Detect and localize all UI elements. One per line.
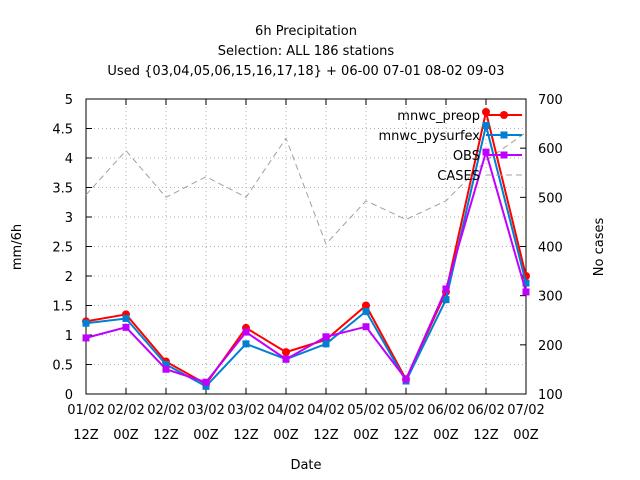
right-tick-label: 200 <box>538 339 563 354</box>
x-tick-label-date: 02/02 <box>147 403 184 418</box>
data-point <box>362 323 370 331</box>
right-tick-label: 300 <box>538 290 563 305</box>
chart-title-line: Selection: ALL 186 stations <box>218 44 395 59</box>
data-point <box>482 107 490 116</box>
right-tick-label: 500 <box>538 191 563 206</box>
left-axis-ticks: 0 0.5 1 1.5 2 2.5 3 3.5 4 4.5 5 <box>52 93 92 403</box>
left-tick-label: 1 <box>65 329 73 344</box>
x-tick-label-hour: 00Z <box>513 428 539 443</box>
series-line-mnwc-preop <box>85 111 527 386</box>
right-tick-label: 100 <box>538 388 563 403</box>
x-tick-label-hour: 12Z <box>313 428 339 443</box>
data-point <box>482 148 490 156</box>
data-point <box>442 285 450 293</box>
left-tick-label: 3 <box>65 211 73 226</box>
right-tick-label: 400 <box>538 241 563 256</box>
data-point <box>482 122 490 130</box>
chart-titles: 6h Precipitation Selection: ALL 186 stati… <box>107 24 504 79</box>
data-point <box>242 328 250 336</box>
chart-title-line: Used {03,04,05,06,15,16,17,18} + 06-00 0… <box>107 64 504 79</box>
y2-axis-label: No cases <box>592 218 607 277</box>
data-point <box>162 361 170 368</box>
left-tick-label: 5 <box>65 93 73 108</box>
data-point <box>282 348 290 357</box>
grid-lines <box>86 99 526 394</box>
x-axis-ticks: 01/02 12Z 02/02 00Z 02/02 12Z 03/02 00Z 03/02 12Z… <box>67 99 545 443</box>
left-tick-label: 4 <box>65 152 73 167</box>
legend: mnwc_preop mnwc_pysurfex OBS CASES <box>378 109 522 184</box>
x-tick-label-hour: 12Z <box>73 428 99 443</box>
left-tick-label: 0 <box>65 388 73 403</box>
data-point <box>362 301 370 310</box>
left-tick-label: 1.5 <box>52 300 73 315</box>
x-tick-label-hour: 00Z <box>433 428 459 443</box>
data-point <box>202 382 210 390</box>
left-tick-label: 2 <box>65 270 73 285</box>
x-tick-label-hour: 00Z <box>353 428 379 443</box>
x-tick-label-date: 04/02 <box>267 403 304 418</box>
legend-label: OBS <box>453 149 480 164</box>
left-tick-label: 4.5 <box>52 123 73 138</box>
left-tick-label: 0.5 <box>52 359 73 374</box>
x-tick-label-date: 04/02 <box>307 403 344 418</box>
data-point <box>82 319 90 327</box>
x-tick-label-hour: 00Z <box>273 428 299 443</box>
x-axis-label: Date <box>290 458 321 473</box>
x-tick-label-hour: 00Z <box>193 428 219 443</box>
data-point <box>362 307 370 315</box>
x-tick-label-hour: 00Z <box>113 428 139 443</box>
x-tick-label-date: 05/02 <box>347 403 384 418</box>
data-point <box>322 333 330 341</box>
chart-title-line: 6h Precipitation <box>255 24 357 39</box>
x-tick-label-date: 03/02 <box>187 403 224 418</box>
data-point <box>282 355 290 363</box>
y-axis-label: mm/6h <box>10 224 25 270</box>
data-point <box>122 314 130 322</box>
data-point <box>162 365 170 373</box>
x-tick-label-date: 07/02 <box>507 403 544 418</box>
x-tick-label-date: 06/02 <box>467 403 504 418</box>
x-tick-label-date: 01/02 <box>67 403 104 418</box>
data-point <box>442 296 450 304</box>
data-point <box>242 340 250 348</box>
x-tick-label-date: 05/02 <box>387 403 424 418</box>
data-point <box>522 279 530 287</box>
series-lines <box>82 107 530 390</box>
legend-marker <box>500 151 508 159</box>
right-axis-ticks: 100 200 300 400 500 600 700 <box>520 93 563 403</box>
data-point <box>402 375 410 383</box>
data-point <box>202 378 210 386</box>
series-line-cases <box>85 131 527 245</box>
x-tick-label-hour: 12Z <box>233 428 259 443</box>
x-tick-label-date: 06/02 <box>427 403 464 418</box>
data-point <box>82 334 90 342</box>
data-point <box>122 323 130 331</box>
series-line-mnwc-pysurfex <box>85 125 527 388</box>
left-tick-label: 3.5 <box>52 182 73 197</box>
x-tick-label-date: 03/02 <box>227 403 264 418</box>
right-tick-label: 700 <box>538 93 563 108</box>
x-tick-label-date: 02/02 <box>107 403 144 418</box>
left-tick-label: 2.5 <box>52 241 73 256</box>
x-tick-label-hour: 12Z <box>473 428 499 443</box>
legend-marker <box>500 131 508 139</box>
data-point <box>322 340 330 348</box>
legend-label: CASES <box>437 169 480 184</box>
series-line-obs <box>85 148 527 384</box>
legend-label: mnwc_preop <box>397 109 480 124</box>
legend-marker <box>500 111 508 119</box>
data-point <box>522 288 530 296</box>
right-tick-label: 600 <box>538 142 563 157</box>
x-tick-label-hour: 12Z <box>393 428 419 443</box>
legend-label: mnwc_pysurfex <box>378 129 480 144</box>
x-tick-label-hour: 12Z <box>153 428 179 443</box>
